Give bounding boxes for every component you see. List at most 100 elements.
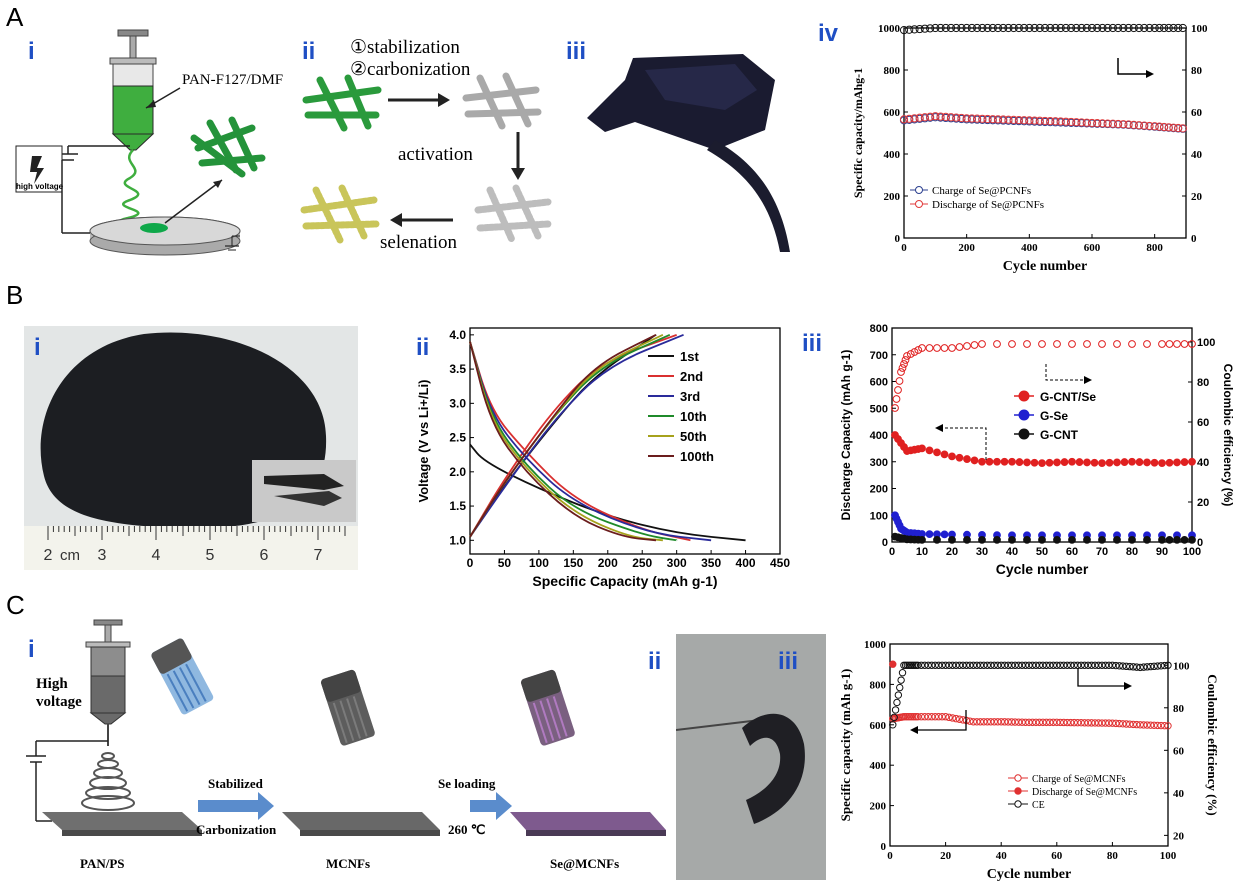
data-point bbox=[1173, 535, 1181, 544]
data-point bbox=[926, 112, 935, 121]
data-point bbox=[988, 23, 997, 33]
legend-marker bbox=[1014, 774, 1022, 782]
data-point bbox=[1030, 458, 1039, 467]
x-tick-label: 80 bbox=[1126, 546, 1138, 558]
data-point bbox=[1087, 661, 1096, 669]
stage-label-pan-ps: PAN/PS bbox=[80, 856, 125, 871]
data-point bbox=[1119, 23, 1128, 33]
data-point bbox=[931, 23, 940, 33]
y-tick-label: 200 bbox=[870, 801, 887, 813]
data-point bbox=[1135, 458, 1144, 466]
data-point bbox=[910, 114, 919, 123]
data-point bbox=[899, 26, 909, 35]
y2-tick-label: 60 bbox=[1197, 417, 1209, 429]
x-tick-label: 0 bbox=[467, 556, 474, 570]
section-letter-b: B bbox=[6, 280, 24, 310]
data-point bbox=[1160, 721, 1169, 730]
y-tick-label: 1.5 bbox=[449, 499, 466, 513]
data-point bbox=[1068, 457, 1076, 466]
y2-tick-label: 40 bbox=[1197, 457, 1209, 469]
data-point bbox=[980, 661, 988, 669]
data-point bbox=[1115, 719, 1124, 728]
data-point bbox=[952, 113, 961, 122]
data-point bbox=[928, 661, 936, 669]
x-tick-label: 50 bbox=[498, 556, 512, 570]
data-point bbox=[1169, 123, 1178, 132]
panel-label-b-ii: ii bbox=[416, 334, 430, 361]
data-point bbox=[1025, 661, 1033, 669]
data-point bbox=[1030, 116, 1039, 125]
electrospinning-diagram-c bbox=[26, 619, 440, 836]
data-point bbox=[1004, 115, 1013, 124]
data-point bbox=[1025, 23, 1034, 33]
data-point bbox=[959, 661, 967, 669]
legend-label: Charge of Se@PCNFs bbox=[932, 185, 1031, 197]
data-point bbox=[921, 661, 929, 669]
y-tick-label: 0 bbox=[882, 537, 888, 549]
y-tick-label: 4.0 bbox=[449, 328, 466, 342]
data-point bbox=[1060, 718, 1068, 727]
data-point bbox=[921, 713, 929, 721]
data-point bbox=[1105, 458, 1114, 467]
data-point bbox=[892, 395, 901, 403]
data-point bbox=[952, 661, 960, 669]
y2-tick-label: 80 bbox=[1197, 377, 1209, 389]
data-point bbox=[987, 718, 995, 726]
data-point bbox=[889, 660, 897, 668]
data-point bbox=[1113, 458, 1121, 467]
data-point bbox=[1077, 661, 1085, 669]
data-point bbox=[1068, 535, 1076, 544]
ruler-tick-label: 7 bbox=[314, 547, 323, 564]
data-point bbox=[1119, 662, 1127, 670]
data-point bbox=[917, 661, 925, 669]
data-point bbox=[1042, 661, 1051, 669]
data-point bbox=[994, 718, 1002, 726]
data-point bbox=[1080, 719, 1089, 727]
data-point bbox=[1061, 117, 1070, 126]
data-point bbox=[1112, 719, 1120, 728]
panel-label-c-ii: ii bbox=[648, 648, 662, 675]
data-point bbox=[1143, 721, 1151, 729]
data-point bbox=[973, 23, 982, 33]
data-point bbox=[1051, 23, 1060, 33]
legend-label: 3rd bbox=[680, 389, 700, 404]
data-point bbox=[1105, 661, 1113, 669]
data-point bbox=[1060, 661, 1068, 669]
data-point bbox=[1008, 340, 1016, 348]
data-point bbox=[1098, 23, 1107, 33]
x-axis-label: Specific Capacity (mAh g-1) bbox=[532, 573, 717, 589]
data-point bbox=[940, 344, 949, 352]
data-point bbox=[955, 343, 964, 351]
panel-label-b-i: i bbox=[34, 334, 41, 361]
data-point bbox=[893, 698, 901, 707]
data-point bbox=[931, 661, 939, 669]
data-point bbox=[993, 535, 1001, 544]
data-point bbox=[948, 344, 956, 352]
y-tick-label: 800 bbox=[870, 679, 887, 691]
data-point bbox=[983, 23, 992, 33]
data-point bbox=[1114, 119, 1123, 129]
data-point bbox=[1140, 121, 1149, 130]
capacity-arrow bbox=[916, 710, 967, 731]
data-point bbox=[915, 24, 924, 34]
data-point bbox=[978, 457, 986, 466]
series-charge-line bbox=[469, 334, 664, 538]
legend-marker bbox=[1014, 787, 1022, 795]
data-point bbox=[933, 344, 941, 352]
y2-axis-label: Coulombic efficiency (%) bbox=[1205, 674, 1220, 816]
y-tick-label: 1000 bbox=[864, 639, 887, 651]
data-point bbox=[924, 713, 932, 721]
data-point bbox=[1128, 340, 1136, 348]
legend-marker bbox=[1018, 428, 1030, 440]
plot-frame bbox=[903, 27, 1187, 239]
data-point bbox=[1030, 23, 1039, 33]
data-point bbox=[945, 713, 953, 722]
data-point bbox=[897, 368, 905, 376]
data-point bbox=[1165, 458, 1174, 467]
data-point bbox=[1000, 718, 1009, 726]
data-point bbox=[894, 691, 903, 699]
y-tick-label: 0 bbox=[881, 841, 887, 853]
data-point bbox=[891, 404, 899, 412]
y2-tick-label: 40 bbox=[1173, 788, 1185, 800]
data-point bbox=[978, 114, 987, 123]
